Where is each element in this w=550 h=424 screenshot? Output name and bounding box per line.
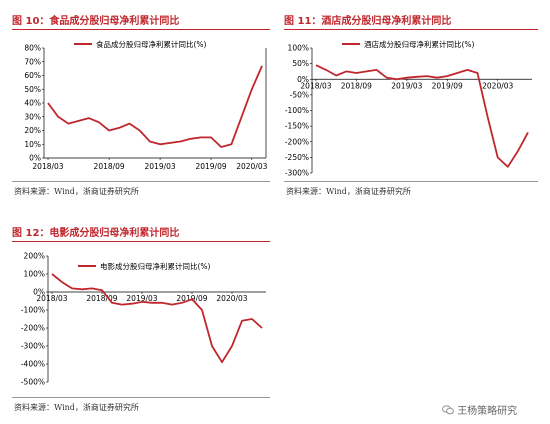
source-rule (12, 397, 270, 398)
y-tick-label: 0% (29, 154, 41, 163)
x-tick-label: 2018/03 (32, 162, 63, 171)
y-tick-label: 60% (24, 71, 41, 80)
x-tick-label: 2019/03 (391, 81, 422, 90)
y-tick-label: 0% (297, 75, 309, 84)
y-tick-label: 20% (24, 126, 41, 135)
title-rule (12, 29, 270, 30)
x-tick-label: 2018/09 (341, 81, 372, 90)
title-rule (12, 241, 270, 242)
line-chart: -500% -400% -300% -200% -100% 0% 100% 200% 2018/… (21, 252, 266, 387)
y-tick-label: 40% (24, 99, 41, 108)
y-tick-label: -100% (21, 306, 45, 315)
y-tick-label: 0% (33, 288, 45, 297)
y-tick-label: 70% (24, 57, 41, 66)
figure-title: 图 12：电影成分股归母净利累计同比 (12, 228, 180, 239)
y-tick-label: -300% (21, 342, 45, 351)
y-tick-label: 10% (24, 140, 41, 149)
y-tick-label: 50% (24, 85, 41, 94)
y-tick-label: 100% (288, 44, 309, 53)
y-tick-label: -50% (290, 90, 309, 99)
y-tick-label: 100% (24, 270, 45, 279)
x-tick-label: 2018/03 (300, 81, 331, 90)
y-tick-label: -300% (285, 169, 309, 178)
series-line (315, 64, 529, 168)
source-note: 资料来源：Wind，浙商证券研究所 (286, 187, 411, 196)
y-tick-label: 80% (24, 44, 41, 53)
y-tick-label: -100% (285, 106, 309, 115)
legend-label: 酒店成分股归母净利累计同比(%) (364, 39, 475, 49)
x-tick-label: 2018/09 (86, 294, 117, 303)
y-tick-label: -200% (285, 137, 309, 146)
legend-label: 电影成分股归母净利累计同比(%) (100, 261, 211, 271)
x-tick-label: 2019/09 (432, 81, 463, 90)
line-chart: 0% 10% 20% 30% 40% 50% 60% 70% 80% 2018/03 2018/09… (24, 39, 267, 171)
x-tick-label: 2019/09 (195, 162, 226, 171)
source-note: 资料来源：Wind，浙商证券研究所 (14, 187, 139, 196)
x-tick-label: 2020/03 (482, 81, 513, 90)
legend-label: 食品成分股归母净利累计同比(%) (96, 39, 207, 49)
figure-title: 图 11：酒店成分股归母净利累计同比 (284, 16, 452, 27)
watermark: 王杨策略研究 (442, 402, 517, 417)
x-tick-label: 2020/03 (236, 162, 267, 171)
y-tick-label: -200% (21, 324, 45, 333)
wechat-icon (442, 405, 454, 415)
source-rule (284, 181, 538, 182)
y-tick-label: -250% (285, 153, 309, 162)
x-tick-label: 2018/03 (36, 294, 67, 303)
watermark-text: 王杨策略研究 (457, 406, 518, 417)
y-tick-label: 50% (292, 59, 309, 68)
x-tick-label: 2019/03 (126, 294, 157, 303)
y-tick-label: -500% (21, 378, 45, 387)
y-tick-label: 30% (24, 112, 41, 121)
figure-title: 图 10：食品成分股归母净利累计同比 (12, 16, 180, 27)
title-rule (284, 29, 538, 30)
line-chart: -300% -250% -200% -150% -100% -50% 0% 50% 100% 20… (285, 39, 532, 178)
x-tick-label: 2018/09 (94, 162, 125, 171)
y-tick-label: -400% (21, 360, 45, 369)
source-rule (12, 181, 270, 182)
x-tick-label: 2020/03 (216, 294, 247, 303)
series-line (47, 65, 263, 148)
y-tick-label: 200% (24, 252, 45, 261)
source-note: 资料来源：Wind，浙商证券研究所 (14, 403, 139, 412)
series-line (51, 273, 263, 364)
x-tick-label: 2019/03 (145, 162, 176, 171)
y-tick-label: -150% (285, 122, 309, 131)
